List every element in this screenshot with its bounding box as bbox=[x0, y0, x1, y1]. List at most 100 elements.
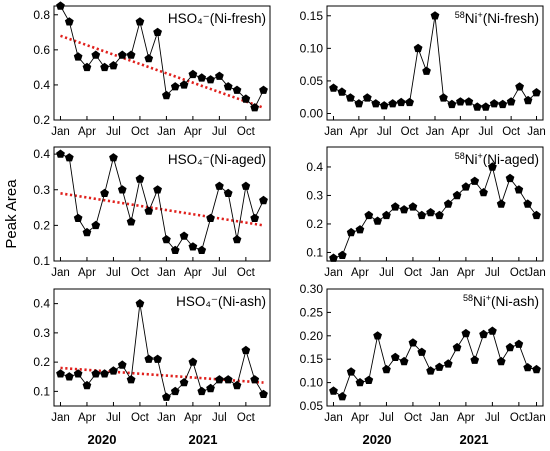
x-tick-label: Apr bbox=[184, 267, 202, 279]
panel-title: 58Ni+(Ni-fresh) bbox=[455, 10, 539, 26]
panel-2: 0.00 0.05 0.10 0.15 Jan Apr Jul Oct Jan Apr Jul Oct… bbox=[300, 5, 546, 138]
data-point bbox=[417, 347, 427, 356]
data-point bbox=[197, 386, 207, 396]
data-point bbox=[452, 342, 462, 352]
data-point bbox=[329, 386, 338, 395]
x-tick-label: Jan bbox=[324, 126, 343, 138]
y-tick-label: 0.10 bbox=[300, 376, 324, 390]
x-tick-label: Jul bbox=[485, 267, 500, 279]
x-tick-label: Jul bbox=[379, 267, 394, 279]
data-point bbox=[206, 75, 215, 84]
plot-frame bbox=[326, 146, 544, 262]
data-point bbox=[144, 54, 154, 63]
data-point bbox=[162, 392, 171, 401]
data-point bbox=[100, 62, 109, 72]
year-label-2020-left: 2020 bbox=[88, 432, 117, 447]
x-tick-label: Apr bbox=[351, 267, 369, 279]
data-point bbox=[447, 99, 457, 109]
data-point bbox=[259, 389, 268, 398]
y-tick-label: 0.05 bbox=[300, 399, 324, 413]
data-point bbox=[505, 173, 515, 183]
y-tick-label: 0.05 bbox=[300, 74, 324, 88]
data-point bbox=[422, 66, 431, 75]
year-label-2020-right: 2020 bbox=[363, 432, 392, 447]
data-point bbox=[162, 235, 171, 244]
data-point bbox=[223, 375, 233, 384]
data-point bbox=[355, 378, 365, 387]
data-point bbox=[100, 369, 109, 378]
data-point bbox=[206, 213, 215, 222]
x-tick-label: Jul bbox=[212, 267, 227, 279]
panel-title: HSO₄⁻(Ni-fresh) bbox=[168, 11, 266, 26]
data-point bbox=[117, 360, 127, 369]
data-point bbox=[259, 195, 268, 205]
data-point bbox=[56, 369, 65, 378]
data-point bbox=[373, 216, 382, 225]
x-tick-label: Apr bbox=[78, 126, 96, 138]
data-point bbox=[126, 50, 136, 59]
y-tick-label: 0.3 bbox=[306, 188, 323, 202]
series-line bbox=[60, 303, 264, 398]
x-tick-label: Apr bbox=[451, 126, 469, 138]
y-tick-label: 0.20 bbox=[300, 329, 324, 343]
data-point bbox=[373, 331, 382, 340]
data-point bbox=[443, 199, 453, 208]
panel-title: 58Ni+(Ni-ash) bbox=[463, 293, 539, 309]
data-point bbox=[56, 1, 65, 10]
data-point bbox=[390, 202, 400, 211]
data-point bbox=[179, 378, 189, 387]
plot-frame bbox=[326, 288, 544, 407]
x-tick-label: Jul bbox=[478, 126, 493, 138]
data-point bbox=[109, 61, 118, 70]
x-tick-label: Jul bbox=[377, 126, 392, 138]
data-point bbox=[73, 213, 83, 222]
y-tick-label: 0.4 bbox=[33, 147, 50, 161]
y-tick-label: 0.3 bbox=[33, 183, 50, 197]
y-tick-label: 0.15 bbox=[300, 352, 324, 366]
x-tick-label: Oct bbox=[131, 267, 150, 279]
x-tick-label: Apr bbox=[350, 126, 368, 138]
x-tick-label: Jan bbox=[430, 412, 449, 424]
plot-frame bbox=[53, 146, 271, 262]
data-point bbox=[364, 210, 374, 220]
x-tick-label: Apr bbox=[78, 267, 96, 279]
data-point bbox=[382, 364, 391, 374]
y-tick-label: 0.1 bbox=[33, 384, 50, 398]
x-tick-label: Jul bbox=[485, 412, 500, 424]
data-point bbox=[435, 210, 444, 220]
data-point bbox=[170, 386, 180, 396]
data-point bbox=[82, 380, 92, 390]
data-point bbox=[259, 85, 268, 94]
x-tick-label: Jul bbox=[379, 412, 394, 424]
data-point bbox=[505, 342, 515, 352]
y-tick-label: 0.2 bbox=[306, 217, 323, 231]
data-point bbox=[153, 354, 162, 363]
panel-title: HSO₄⁻(Ni-ash) bbox=[176, 294, 266, 309]
data-point bbox=[162, 90, 171, 100]
x-tick-label: Apr bbox=[78, 412, 96, 424]
data-point bbox=[498, 99, 508, 109]
data-point bbox=[215, 375, 224, 384]
x-tick-label: Apr bbox=[351, 412, 369, 424]
data-point bbox=[215, 181, 224, 190]
y-tick-label: 0.00 bbox=[300, 106, 324, 120]
x-tick-label: Jul bbox=[212, 412, 227, 424]
plot-frame bbox=[53, 288, 271, 407]
x-tick-label: Oct bbox=[502, 126, 521, 138]
data-point bbox=[426, 208, 435, 217]
data-point bbox=[64, 17, 74, 26]
data-point bbox=[355, 225, 365, 234]
data-point bbox=[413, 43, 423, 53]
data-point bbox=[223, 188, 233, 197]
data-point bbox=[170, 82, 180, 91]
x-tick-label: Oct bbox=[510, 267, 529, 279]
data-point bbox=[523, 363, 533, 372]
data-point bbox=[461, 182, 471, 191]
data-point bbox=[362, 93, 372, 102]
data-point bbox=[153, 185, 162, 194]
data-point bbox=[481, 102, 491, 111]
x-tick-label: Jan bbox=[51, 267, 70, 279]
